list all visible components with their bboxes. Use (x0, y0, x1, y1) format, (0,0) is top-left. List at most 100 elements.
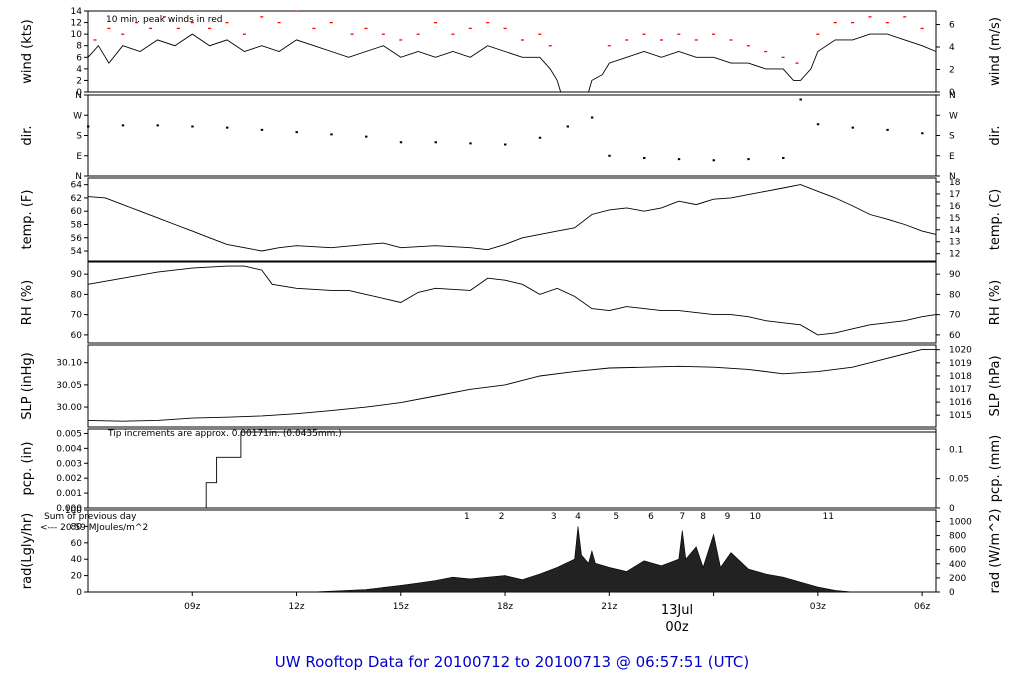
dir-right-tick-label: W (949, 111, 958, 121)
rad-sum-value: <--- 20.59 MJoules/m^2 (40, 523, 148, 533)
rh-panel: 60 70 80 90 60 70 80 90 RH (%) RH (%) (20, 261, 1003, 344)
rad-panel: 02040608010002004006008001000rad(Lgly/hr… (20, 506, 1003, 598)
wind-peak-mark (694, 39, 698, 41)
wind-peak-mark (468, 27, 472, 30)
wind-peak-mark (642, 33, 646, 35)
slp-left-tick-label: 30.05 (56, 381, 82, 391)
rad-left-tick-label: 100 (65, 506, 82, 516)
wind-peak-mark (350, 33, 354, 35)
wind-peak-mark (503, 27, 507, 30)
wind-peak-mark (399, 39, 403, 41)
pcp-left-tick-label: 0.005 (56, 429, 82, 439)
wind-right-tick-label: 6 (949, 21, 955, 31)
wind-left-tick-label: 12 (71, 19, 82, 29)
rad-left-axis-title: rad(Lgly/hr) (20, 513, 35, 589)
pcp-series-line (88, 431, 936, 509)
wind-peak-mark (364, 27, 368, 30)
dir-left-tick-label: E (76, 152, 82, 162)
wind-peak-mark (920, 27, 924, 30)
dir-right-tick-label: N (949, 91, 956, 101)
rad-marker-label: 4 (575, 512, 581, 522)
pcp-left-tick-label: 0.003 (56, 459, 82, 469)
x-tick-label: 15z (393, 602, 409, 612)
wind-peak-mark (451, 33, 455, 35)
rad-marker-label: 1 (464, 512, 470, 522)
dir-frame (87, 94, 937, 177)
wind-left-tick-label: 8 (76, 42, 82, 52)
wind-left-tick-label: 6 (76, 53, 82, 63)
rad-right-tick-label: 1000 (949, 517, 972, 527)
x-tick-label: 06z (914, 602, 930, 612)
rad-right-tick-label: 800 (949, 532, 966, 542)
wind-peak-mark (260, 16, 264, 18)
dir-point (608, 154, 611, 157)
pcp-left-axis-title: pcp. (in) (20, 442, 35, 496)
wind-right-tick-label: 2 (949, 65, 955, 75)
wind-peak-mark (607, 45, 611, 47)
dir-point (677, 158, 681, 161)
slp-left-axis-title: SLP (inHg) (20, 352, 35, 420)
dir-point (851, 126, 854, 129)
rad-series-area (310, 526, 853, 593)
rad-marker-label: 2 (499, 512, 505, 522)
dir-left-tick-label: W (73, 111, 82, 121)
wind-left-tick-label: 14 (71, 7, 83, 17)
temp-right-tick-label: 15 (949, 214, 960, 224)
pcp-right-tick-label: 0 (949, 504, 955, 514)
dir-point (538, 136, 542, 139)
rh-right-tick-label: 80 (949, 290, 961, 300)
slp-frame (87, 344, 937, 428)
rad-marker-label: 6 (648, 512, 654, 522)
rh-series-line (87, 265, 937, 336)
temp-series-line (87, 184, 937, 252)
dir-point (87, 125, 90, 128)
temp-right-tick-label: 14 (949, 226, 961, 236)
date-label: 13Jul (661, 603, 693, 618)
dir-right-tick-label: N (949, 172, 956, 182)
wind-peak-annotation: 10 min. peak winds in red (106, 15, 223, 25)
wind-left-tick-label: 2 (76, 76, 82, 86)
slp-right-tick-label: 1019 (949, 359, 972, 369)
dir-right-tick-label: E (949, 152, 955, 162)
rad-marker-label: 9 (725, 512, 731, 522)
wind-peak-mark (538, 33, 542, 35)
dir-point (121, 124, 125, 127)
wind-left-tick-label: 10 (71, 30, 83, 40)
pcp-left-tick-label: 0.000 (56, 504, 82, 514)
x-tick-label: 09z (184, 602, 200, 612)
rad-left-tick-label: 80 (71, 522, 83, 532)
dir-point (295, 131, 298, 134)
wind-peak-mark (93, 39, 97, 41)
wind-peak-mark (434, 21, 438, 24)
wind-peak-mark (816, 33, 820, 35)
wind-left-tick-label: 0 (76, 88, 82, 98)
dir-point (260, 128, 264, 131)
wind-peak-mark (135, 21, 139, 24)
slp-right-tick-label: 1020 (949, 346, 972, 356)
dir-left-tick-label: S (76, 132, 82, 142)
x-tick-label: 18z (497, 602, 513, 612)
temp-left-tick-label: 60 (71, 207, 83, 217)
rh-right-tick-label: 60 (949, 331, 961, 341)
temp-right-tick-label: 17 (949, 190, 960, 200)
slp-right-tick-label: 1018 (949, 372, 972, 382)
rh-left-tick-label: 80 (71, 290, 83, 300)
dir-left-tick-label: N (75, 91, 82, 101)
rh-right-tick-label: 70 (949, 311, 961, 321)
rad-marker-label: 7 (679, 512, 685, 522)
x-tick-label: 12z (288, 602, 304, 612)
dir-point (782, 157, 785, 159)
rad-right-tick-label: 600 (949, 546, 966, 556)
pcp-frame (87, 428, 937, 509)
wind-peak-mark (176, 27, 180, 30)
rad-marker-label: 11 (823, 512, 834, 522)
rh-left-tick-label: 60 (71, 331, 83, 341)
temp-right-tick-label: 18 (949, 178, 961, 188)
rh-frame (87, 261, 937, 344)
wind-peak-mark (312, 27, 316, 30)
dir-right-tick-label: S (949, 132, 955, 142)
temp-right-tick-label: 16 (949, 202, 961, 212)
wind-peak-mark (416, 33, 420, 35)
temp-right-tick-label: 13 (949, 238, 960, 248)
